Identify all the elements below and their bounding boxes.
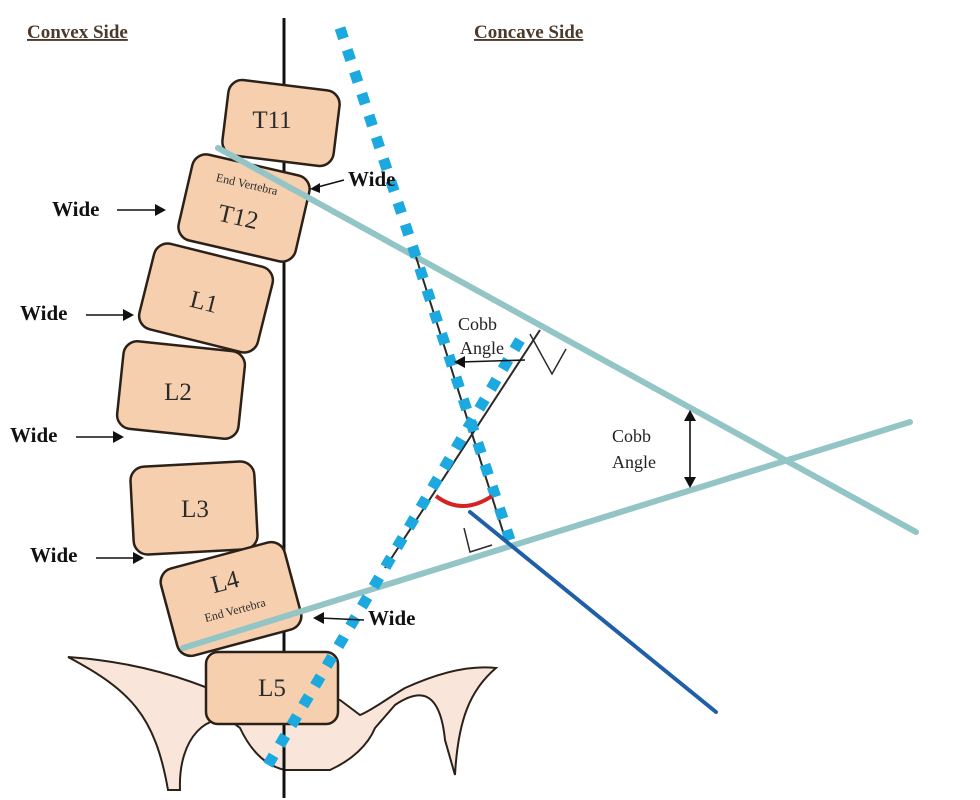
wide-label: Wide [348, 167, 395, 191]
wide-annotation-t12-l1: Wide [52, 197, 166, 221]
wide-label: Wide [20, 301, 67, 325]
vertebra-label: L5 [258, 675, 286, 702]
cobb-angle-arc [434, 494, 494, 508]
cobb-label-line1: Cobb [458, 314, 497, 334]
dotted-perpendicular-inferior [260, 337, 525, 773]
vertebra-label: T11 [252, 107, 291, 134]
normal-line [468, 510, 718, 714]
wide-annotation-l4-l5: Wide [313, 606, 415, 630]
vertebra-label: L1 [187, 286, 220, 319]
vertebra-l2: L2 [115, 340, 247, 440]
vertebra-label: L2 [164, 379, 192, 406]
right-angle-marker [529, 333, 567, 376]
superior-endplate-line [215, 145, 919, 535]
cobb-angle-label-outer: Cobb Angle [612, 410, 696, 488]
wide-label: Wide [368, 606, 415, 630]
wide-annotation-l3-l4: Wide [30, 543, 144, 567]
cobb-label-line2: Angle [612, 452, 656, 472]
wide-annotation-l2-l3: Wide [10, 423, 124, 447]
vertebra-l3: L3 [129, 460, 259, 556]
wide-label: Wide [52, 197, 99, 221]
right-angle-marker [463, 527, 493, 553]
cobb-angle-label-inner: Cobb Angle [454, 314, 526, 368]
vertebra-label: L3 [181, 496, 209, 523]
vertebra-t11: T11 [221, 78, 341, 168]
inferior-endplate-line [180, 419, 913, 651]
wide-label: Wide [30, 543, 77, 567]
vertebra-l5: L5 [204, 650, 340, 726]
vertebra-l1: L1 [137, 242, 275, 354]
cobb-label-line2: Angle [460, 338, 504, 358]
convex-side-heading: Convex Side [27, 22, 128, 43]
concave-side-heading: Concave Side [474, 22, 583, 43]
vertebra-l4: L4 End Vertebra [159, 540, 303, 658]
wide-label: Wide [10, 423, 57, 447]
wide-annotation-t11-t12: Wide [310, 167, 395, 193]
wide-annotation-l1-l2: Wide [20, 301, 134, 325]
vertebra-t12: End Vertebra T12 [177, 153, 311, 263]
cobb-label-line1: Cobb [612, 426, 651, 446]
